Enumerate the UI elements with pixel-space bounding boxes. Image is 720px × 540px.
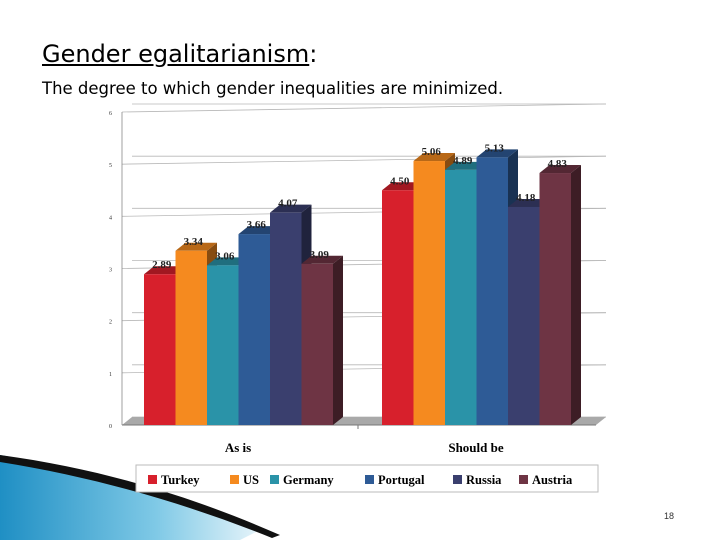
slide-title-main: Gender egalitarianism — [42, 40, 310, 68]
data-label: 4.83 — [548, 158, 568, 170]
legend-swatch — [148, 475, 157, 484]
slide-subtitle: The degree to which gender inequalities … — [42, 79, 504, 98]
legend-entry: Germany — [283, 473, 334, 487]
gridline-depth — [121, 155, 607, 165]
y-tick-label: 5 — [109, 163, 112, 169]
bar-top — [476, 149, 518, 158]
bar-germany-as-is — [207, 265, 239, 425]
y-tick-label: 3 — [109, 268, 112, 274]
legend-entry: Turkey — [161, 473, 200, 487]
data-label: 3.09 — [310, 249, 330, 261]
bar-portugal-should-be — [476, 157, 508, 425]
bar-top — [144, 266, 186, 275]
data-label: 4.07 — [278, 198, 298, 210]
legend-entry: Russia — [466, 473, 502, 487]
data-label: 3.66 — [247, 219, 267, 231]
y-tick-label: 4 — [109, 215, 112, 221]
slide-title: Gender egalitarianism: — [42, 40, 317, 68]
data-label: 4.18 — [516, 192, 536, 204]
slide-title-suffix: : — [309, 40, 318, 68]
legend-entry: Portugal — [378, 473, 425, 487]
bar-top — [175, 242, 217, 251]
bar-top — [413, 153, 455, 162]
bar-top — [508, 198, 550, 207]
gridline-depth — [121, 103, 607, 113]
bar-top — [270, 204, 312, 213]
data-label: 4.50 — [390, 175, 410, 187]
bar-top — [445, 161, 487, 170]
y-tick-label: 1 — [109, 372, 112, 378]
bar-austria-should-be — [539, 173, 571, 425]
bar-top — [207, 257, 249, 266]
bar-austria-as-is — [301, 263, 333, 425]
bar-germany-should-be — [445, 169, 477, 425]
bar-top — [238, 226, 280, 235]
legend-swatch — [519, 475, 528, 484]
bar-us-should-be — [413, 161, 445, 425]
legend-swatch — [270, 475, 279, 484]
slide-number: 18 — [664, 511, 675, 521]
y-tick-label: 2 — [109, 320, 112, 326]
bar-top — [301, 255, 343, 264]
bar-side — [571, 165, 581, 425]
bar-top — [382, 182, 424, 191]
category-label: As is — [225, 440, 251, 455]
bar-turkey-as-is — [144, 274, 176, 425]
legend-entry: US — [243, 473, 259, 487]
bar-top — [539, 165, 581, 174]
bar-russia-should-be — [508, 206, 540, 425]
bar-us-as-is — [175, 250, 207, 425]
category-label: Should be — [448, 440, 504, 455]
data-label: 4.89 — [453, 155, 473, 167]
legend-swatch — [230, 475, 239, 484]
y-tick-label: 0 — [109, 424, 112, 430]
bar-portugal-as-is — [238, 234, 270, 425]
data-label: 2.89 — [152, 259, 172, 271]
bar-turkey-should-be — [382, 190, 414, 425]
legend-entry: Austria — [532, 473, 573, 487]
legend-swatch — [453, 475, 462, 484]
data-label: 3.06 — [215, 250, 235, 262]
bar-side — [333, 255, 343, 425]
data-label: 5.13 — [485, 142, 505, 154]
data-label: 3.34 — [184, 236, 204, 248]
y-tick-label: 6 — [109, 111, 112, 117]
bar-russia-as-is — [270, 212, 302, 425]
data-label: 5.06 — [422, 146, 442, 158]
legend-swatch — [365, 475, 374, 484]
